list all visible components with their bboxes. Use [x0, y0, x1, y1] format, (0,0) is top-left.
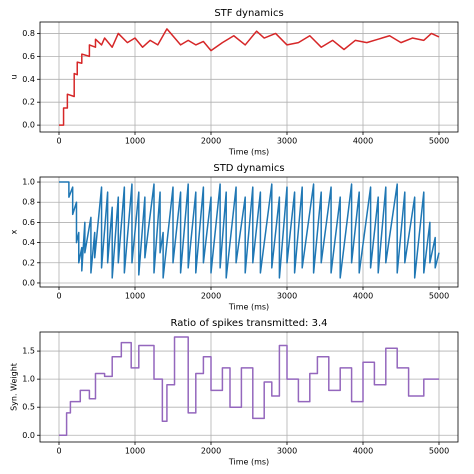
y-tick-label: 0.0 — [22, 278, 35, 287]
x-axis-label: Time (ms) — [228, 303, 269, 312]
y-tick-label: 0.6 — [22, 218, 35, 227]
y-tick-label: 0.4 — [22, 75, 35, 84]
x-tick-label: 3000 — [277, 447, 297, 456]
y-tick-label: 0.0 — [22, 431, 35, 440]
y-tick-label: 0.2 — [22, 98, 35, 107]
axes-frame — [39, 21, 459, 133]
y-tick-label: 1.5 — [22, 347, 35, 356]
x-tick-label: 1000 — [125, 137, 145, 146]
x-tick-label: 4000 — [353, 292, 373, 301]
axes-frame — [39, 176, 459, 288]
x-tick-label: 4000 — [353, 137, 373, 146]
y-axis-label: u — [10, 74, 19, 79]
y-axis-label: x — [10, 229, 19, 234]
x-tick-label: 5000 — [429, 292, 449, 301]
x-tick-label: 1000 — [125, 292, 145, 301]
y-axis-label: Syn. Weight — [10, 363, 19, 411]
data-line — [59, 28, 440, 126]
y-tick-label: 0.8 — [22, 198, 35, 207]
x-axis-label: Time (ms) — [228, 458, 269, 467]
y-tick-label: 1.0 — [22, 178, 35, 187]
y-tick-label: 0.8 — [22, 29, 35, 38]
y-tick-label: 0.6 — [22, 52, 35, 61]
x-tick-label: 0 — [56, 292, 61, 301]
x-tick-label: 4000 — [353, 447, 373, 456]
subplot-title: Ratio of spikes transmitted: 3.4 — [170, 318, 327, 329]
data-line — [59, 181, 440, 279]
x-tick-label: 2000 — [201, 137, 221, 146]
y-tick-label: 0.5 — [22, 403, 35, 412]
x-tick-label: 1000 — [125, 447, 145, 456]
subplot-title: STD dynamics — [213, 163, 284, 174]
x-tick-label: 5000 — [429, 137, 449, 146]
subplot-title: STF dynamics — [214, 8, 283, 19]
x-tick-label: 2000 — [201, 292, 221, 301]
y-tick-label: 1.0 — [22, 375, 35, 384]
x-axis-label: Time (ms) — [228, 148, 269, 157]
x-tick-label: 2000 — [201, 447, 221, 456]
y-tick-label: 0.2 — [22, 258, 35, 267]
x-tick-label: 3000 — [277, 137, 297, 146]
x-tick-label: 0 — [56, 447, 61, 456]
x-tick-label: 5000 — [429, 447, 449, 456]
x-tick-label: 3000 — [277, 292, 297, 301]
x-tick-label: 0 — [56, 137, 61, 146]
y-tick-label: 0.4 — [22, 238, 35, 247]
data-line — [59, 336, 439, 437]
y-tick-label: 0.0 — [22, 121, 35, 130]
axes-frame — [39, 331, 459, 443]
